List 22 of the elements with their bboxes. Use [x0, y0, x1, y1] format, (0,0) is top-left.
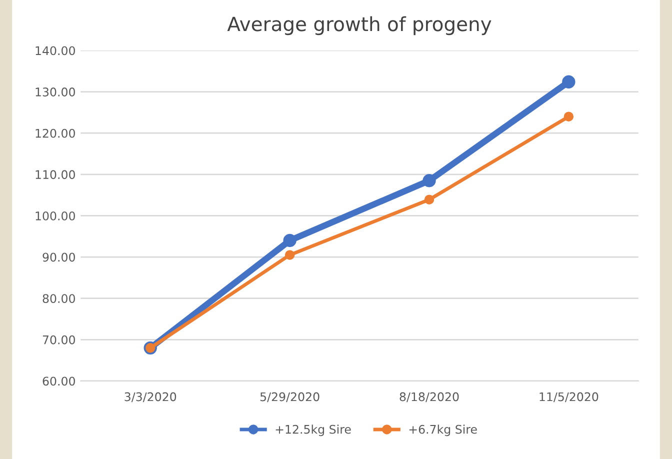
point [283, 234, 296, 248]
y-tick-label: 140.00 [36, 46, 75, 56]
x-tick-label: 11/5/2020 [540, 392, 598, 402]
point [564, 112, 574, 122]
legend-label: +12.5kg Sire [276, 424, 351, 436]
y-tick-label: 80.00 [42, 294, 75, 304]
point [424, 194, 434, 204]
y-tick-label: 90.00 [42, 252, 75, 262]
y-tick-label: 70.00 [42, 335, 75, 344]
y-tick-label: 120.00 [36, 128, 75, 138]
x-tick-label: 8/18/2020 [400, 392, 459, 402]
point [422, 174, 436, 188]
point [562, 75, 576, 88]
legend-label: +6.7kg Sire [409, 424, 477, 436]
point [284, 250, 295, 260]
x-tick-label: 3/3/2020 [124, 392, 176, 402]
y-tick-label: 100.00 [36, 211, 75, 220]
x-tick-label: 5/29/2020 [260, 392, 320, 402]
y-tick-label: 110.00 [36, 170, 75, 180]
y-tick-label: 60.00 [42, 376, 75, 386]
chart-title: Average growth of progeny [227, 16, 492, 36]
y-tick-label: 130.00 [36, 88, 75, 96]
